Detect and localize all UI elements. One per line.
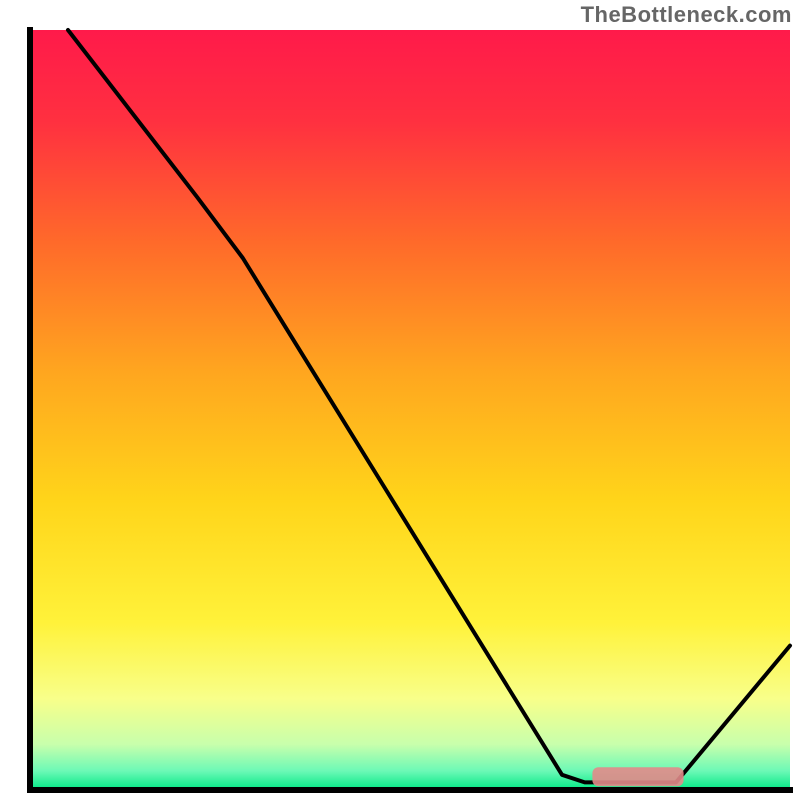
optimal-marker (592, 767, 683, 786)
plot-background (30, 30, 790, 790)
chart-svg (0, 0, 800, 800)
chart-stage: TheBottleneck.com (0, 0, 800, 800)
